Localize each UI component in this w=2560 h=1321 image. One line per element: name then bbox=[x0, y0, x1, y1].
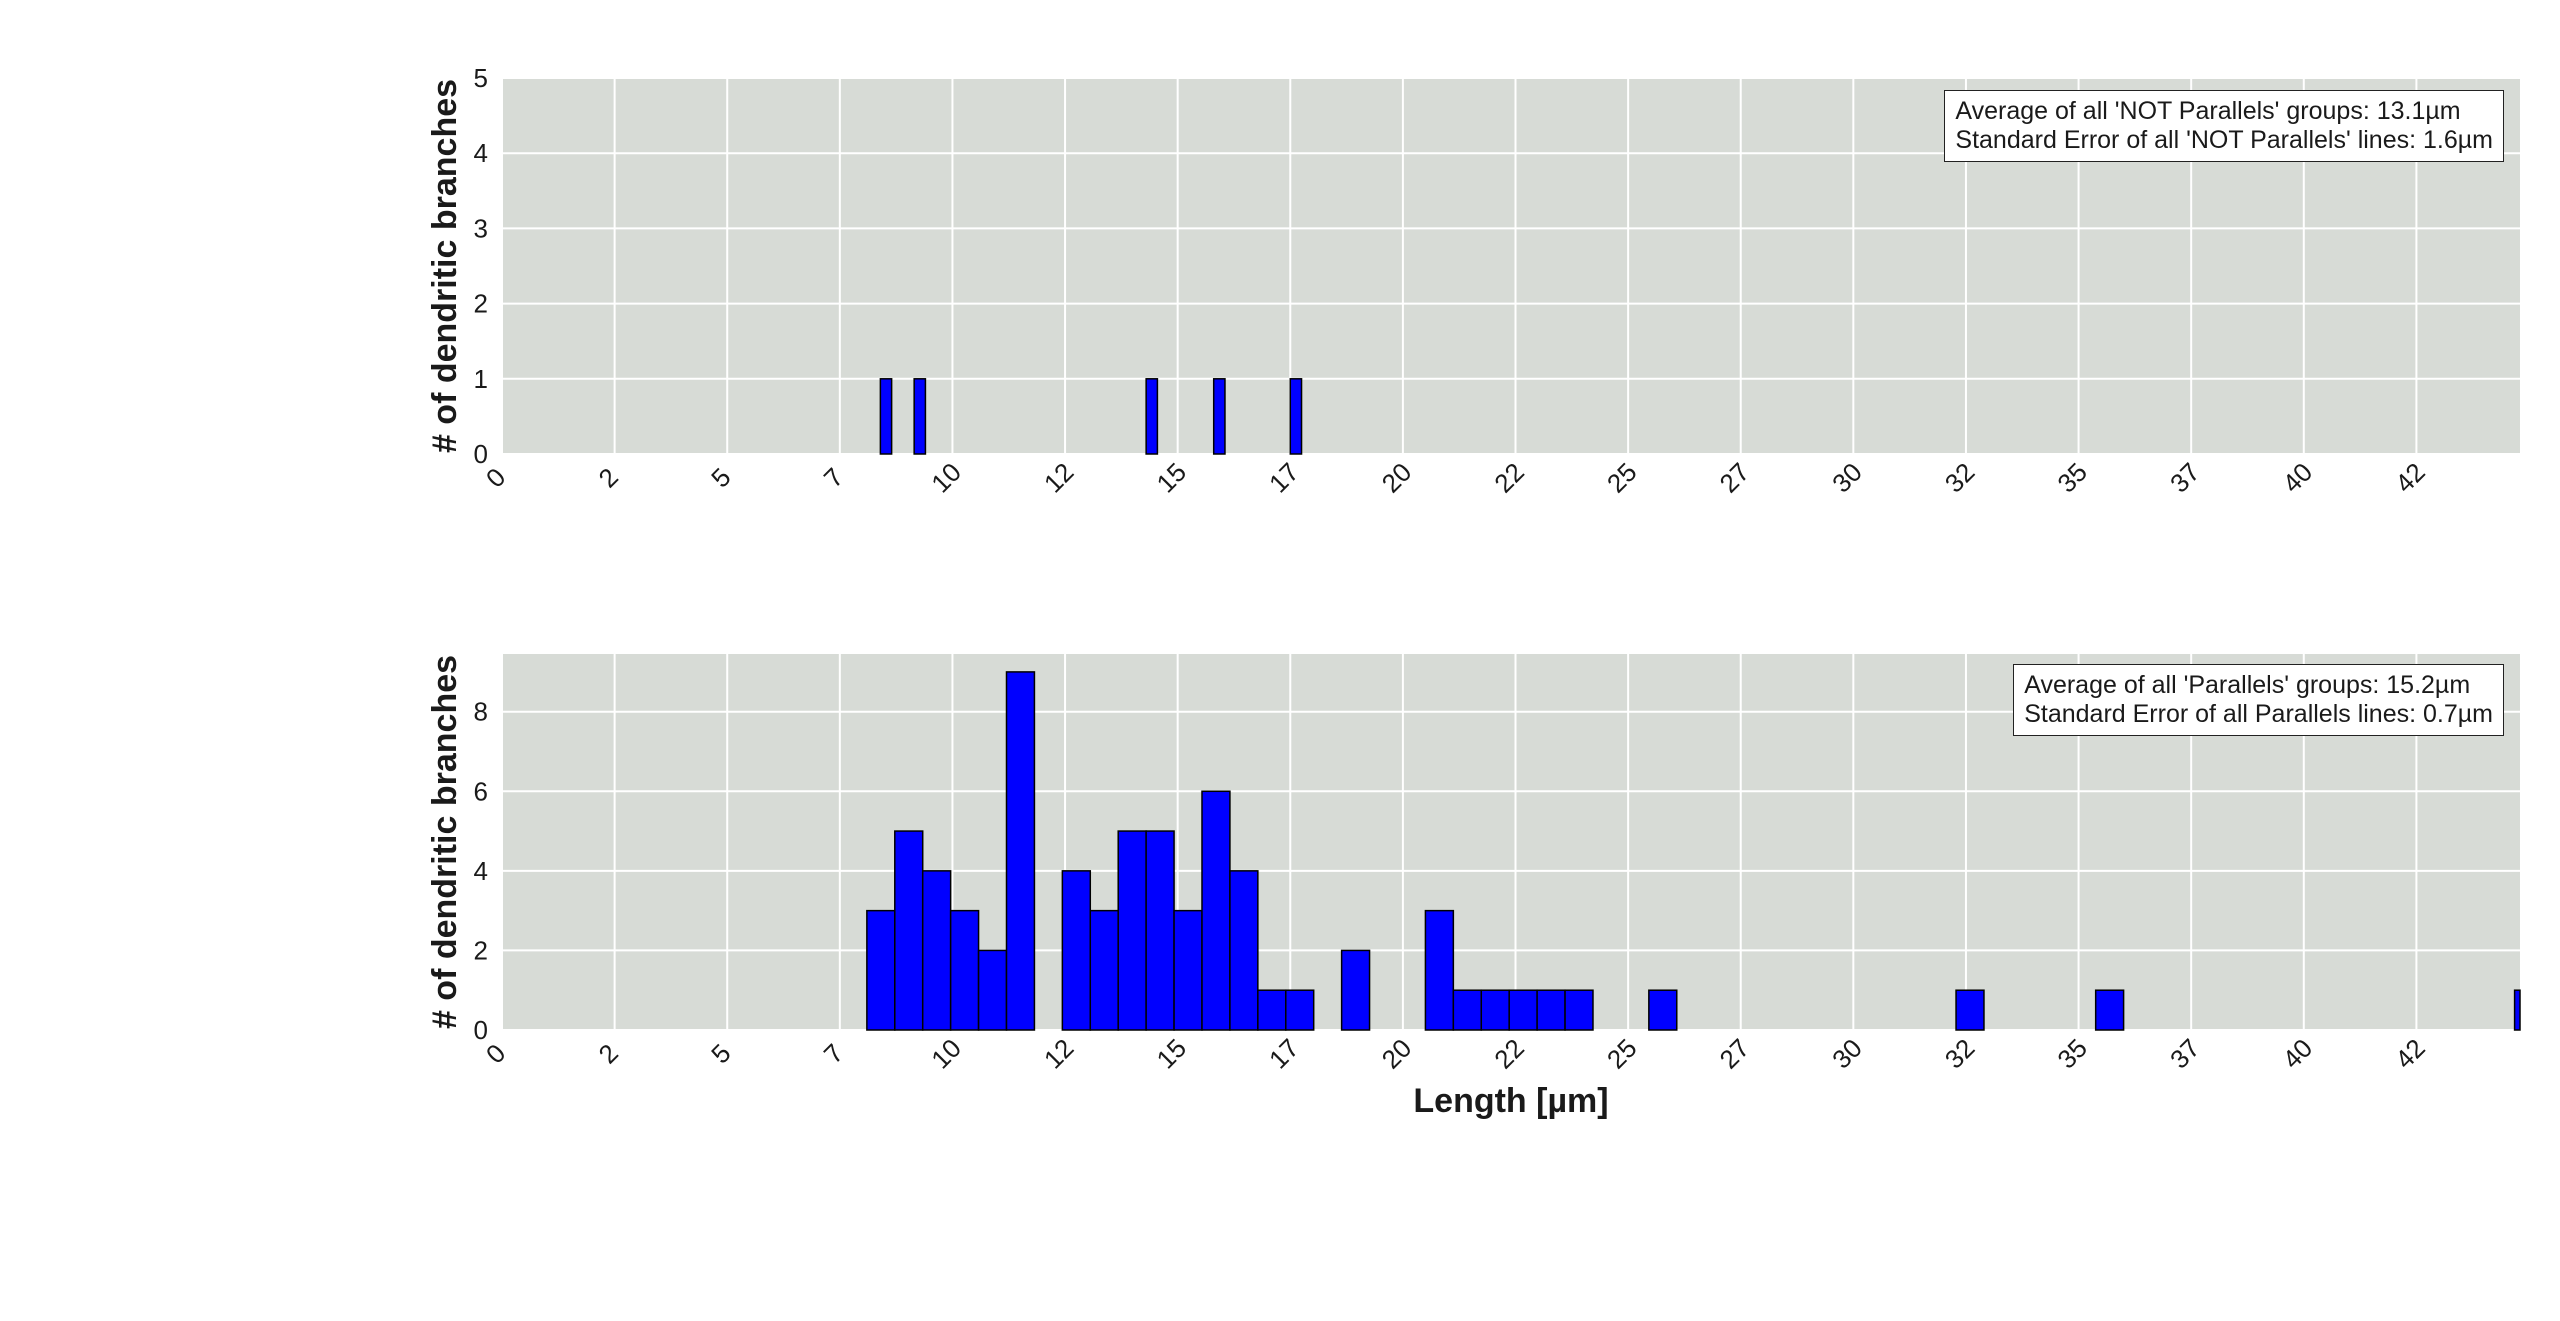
top-x-tick-label: 22 bbox=[1488, 457, 1530, 499]
bottom-y-tick-label: 2 bbox=[474, 935, 488, 965]
bottom-y-axis-label: # of dendritic branches bbox=[426, 655, 464, 1029]
bottom-x-tick-label: 37 bbox=[2164, 1033, 2206, 1075]
bottom-x-tick-label: 17 bbox=[1263, 1033, 1305, 1075]
bottom-bar bbox=[1452, 989, 1483, 1031]
bottom-bar bbox=[1508, 989, 1538, 1031]
top-y-tick-label: 0 bbox=[474, 439, 488, 469]
bottom-bar bbox=[866, 909, 896, 1031]
bottom-bar bbox=[921, 870, 952, 1031]
bottom-bar bbox=[1173, 909, 1203, 1031]
bottom-chart-annotation: Average of all 'Parallels' groups: 15.2µ… bbox=[2013, 664, 2504, 736]
bottom-x-tick-label: 25 bbox=[1601, 1033, 1643, 1075]
top-y-axis-label: # of dendritic branches bbox=[426, 79, 464, 453]
top-x-tick-label: 12 bbox=[1038, 457, 1080, 499]
bottom-bar bbox=[977, 949, 1008, 1031]
top-y-tick-label: 1 bbox=[474, 364, 488, 394]
bottom-x-tick-label: 32 bbox=[1939, 1033, 1981, 1075]
bottom-bar bbox=[1229, 870, 1259, 1031]
bottom-bar bbox=[1424, 909, 1455, 1031]
bottom-x-tick-label: 35 bbox=[2051, 1033, 2093, 1075]
top-x-tick-label: 32 bbox=[1939, 457, 1981, 499]
bottom-x-tick-label: 22 bbox=[1488, 1033, 1530, 1075]
top-x-tick-label: 5 bbox=[705, 462, 736, 493]
bottom-x-axis-label: Length [µm] bbox=[1413, 1082, 1608, 1120]
top-chart-stderr-text: Standard Error of all 'NOT Parallels' li… bbox=[1955, 126, 2493, 154]
top-chart-annotation: Average of all 'NOT Parallels' groups: 1… bbox=[1944, 90, 2504, 162]
top-chart-average-text: Average of all 'NOT Parallels' groups: 1… bbox=[1955, 97, 2461, 125]
bottom-bar bbox=[1536, 989, 1566, 1031]
bottom-bar bbox=[2513, 989, 2521, 1031]
top-bar bbox=[1212, 378, 1226, 455]
bottom-bar bbox=[1145, 830, 1175, 1031]
bottom-x-tick-label: 30 bbox=[1826, 1033, 1868, 1075]
bottom-bar bbox=[1340, 949, 1371, 1031]
bottom-y-tick-label: 8 bbox=[474, 697, 488, 727]
bottom-x-tick-label: 5 bbox=[705, 1038, 736, 1069]
top-bar bbox=[1289, 378, 1303, 455]
bottom-x-tick-label: 10 bbox=[925, 1033, 967, 1075]
top-x-tick-label: 42 bbox=[2389, 457, 2431, 499]
bottom-chart-stderr-text: Standard Error of all Parallels lines: 0… bbox=[2024, 700, 2493, 728]
bottom-x-tick-label: 0 bbox=[480, 1038, 511, 1069]
bottom-bar bbox=[1480, 989, 1510, 1031]
top-x-tick-label: 0 bbox=[480, 462, 511, 493]
bottom-bar bbox=[1648, 989, 1678, 1031]
bottom-x-tick-label: 27 bbox=[1714, 1033, 1756, 1075]
top-bar bbox=[913, 378, 927, 455]
top-x-tick-label: 7 bbox=[818, 462, 849, 493]
bottom-bar bbox=[1005, 671, 1036, 1031]
bottom-bar bbox=[1117, 830, 1147, 1031]
bottom-bar bbox=[1257, 989, 1287, 1031]
top-x-tick-label: 27 bbox=[1714, 457, 1756, 499]
bottom-x-tick-label: 7 bbox=[818, 1038, 849, 1069]
bottom-chart-average-text: Average of all 'Parallels' groups: 15.2µ… bbox=[2024, 671, 2471, 699]
bottom-bar bbox=[2094, 989, 2125, 1031]
bottom-bar bbox=[1955, 989, 1985, 1031]
bottom-bar bbox=[949, 909, 980, 1031]
bottom-x-tick-label: 15 bbox=[1150, 1033, 1192, 1075]
bottom-x-tick-label: 2 bbox=[593, 1038, 624, 1069]
bottom-x-tick-label: 12 bbox=[1038, 1033, 1080, 1075]
bottom-bar bbox=[1564, 989, 1594, 1031]
top-x-tick-label: 25 bbox=[1601, 457, 1643, 499]
top-x-tick-label: 40 bbox=[2277, 457, 2319, 499]
top-y-tick-label: 2 bbox=[474, 289, 488, 319]
top-bar bbox=[1145, 378, 1159, 455]
top-bar bbox=[879, 378, 893, 455]
bottom-x-tick-label: 40 bbox=[2277, 1033, 2319, 1075]
bottom-x-tick-label: 42 bbox=[2389, 1033, 2431, 1075]
top-x-tick-label: 15 bbox=[1150, 457, 1192, 499]
bottom-x-tick-label: 20 bbox=[1376, 1033, 1418, 1075]
top-y-tick-label: 3 bbox=[474, 213, 488, 243]
top-x-tick-label: 20 bbox=[1376, 457, 1418, 499]
bottom-y-tick-label: 6 bbox=[474, 776, 488, 806]
top-y-tick-label: 4 bbox=[474, 138, 488, 168]
top-x-tick-label: 17 bbox=[1263, 457, 1305, 499]
bottom-bar bbox=[1089, 909, 1119, 1031]
bottom-bar bbox=[1285, 989, 1315, 1031]
top-x-tick-label: 37 bbox=[2164, 457, 2206, 499]
bottom-bar bbox=[1061, 870, 1092, 1031]
top-x-tick-label: 2 bbox=[593, 462, 624, 493]
top-x-tick-label: 35 bbox=[2051, 457, 2093, 499]
top-x-tick-label: 10 bbox=[925, 457, 967, 499]
top-x-tick-label: 30 bbox=[1826, 457, 1868, 499]
bottom-bar bbox=[1201, 790, 1231, 1031]
bottom-y-tick-label: 0 bbox=[474, 1015, 488, 1045]
top-y-tick-label: 5 bbox=[474, 63, 488, 93]
bottom-bar bbox=[894, 830, 924, 1031]
bottom-y-tick-label: 4 bbox=[474, 856, 488, 886]
